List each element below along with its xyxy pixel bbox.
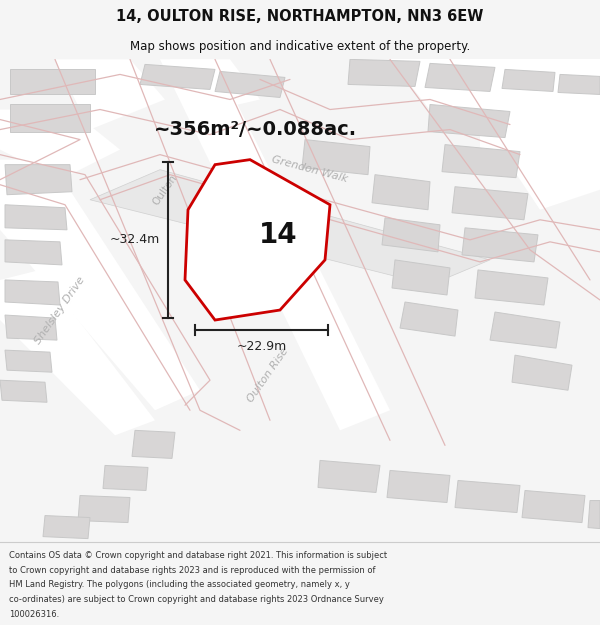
Polygon shape [462, 228, 538, 262]
Polygon shape [558, 74, 600, 94]
Polygon shape [588, 501, 600, 529]
Polygon shape [382, 217, 440, 252]
Polygon shape [160, 59, 390, 431]
Polygon shape [452, 187, 528, 220]
Text: Oulton Rise: Oulton Rise [245, 346, 290, 404]
Text: Oulton: Oulton [151, 173, 179, 207]
Polygon shape [0, 380, 47, 402]
Polygon shape [455, 481, 520, 512]
Polygon shape [55, 59, 165, 129]
Polygon shape [318, 461, 380, 492]
Text: Contains OS data © Crown copyright and database right 2021. This information is : Contains OS data © Crown copyright and d… [9, 551, 387, 560]
Polygon shape [10, 104, 90, 131]
Polygon shape [510, 59, 600, 99]
Polygon shape [302, 139, 370, 174]
Polygon shape [90, 169, 490, 285]
Polygon shape [428, 104, 510, 138]
Polygon shape [185, 159, 330, 320]
Polygon shape [5, 280, 60, 305]
Polygon shape [5, 205, 67, 230]
Text: ~22.9m: ~22.9m [236, 340, 287, 353]
Polygon shape [0, 109, 120, 180]
Polygon shape [440, 59, 600, 210]
Polygon shape [400, 302, 458, 336]
Text: 14: 14 [259, 221, 298, 249]
Polygon shape [5, 164, 72, 195]
Polygon shape [103, 466, 148, 491]
Polygon shape [215, 71, 285, 98]
Polygon shape [140, 64, 215, 89]
Polygon shape [490, 312, 560, 348]
Text: Shelsley Drive: Shelsley Drive [33, 274, 87, 346]
Polygon shape [78, 496, 130, 522]
Text: HM Land Registry. The polygons (including the associated geometry, namely x, y: HM Land Registry. The polygons (includin… [9, 580, 350, 589]
Text: Map shows position and indicative extent of the property.: Map shows position and indicative extent… [130, 40, 470, 52]
Polygon shape [5, 315, 57, 340]
Polygon shape [132, 431, 175, 458]
Polygon shape [0, 270, 155, 436]
Polygon shape [170, 59, 260, 114]
Polygon shape [0, 159, 200, 410]
Polygon shape [387, 471, 450, 502]
Polygon shape [390, 59, 600, 109]
Polygon shape [240, 187, 308, 255]
Polygon shape [502, 69, 555, 91]
Text: Grendon Walk: Grendon Walk [271, 155, 349, 184]
Text: to Crown copyright and database rights 2023 and is reproduced with the permissio: to Crown copyright and database rights 2… [9, 566, 376, 574]
Polygon shape [480, 59, 600, 149]
Polygon shape [392, 260, 450, 295]
Text: 14, OULTON RISE, NORTHAMPTON, NN3 6EW: 14, OULTON RISE, NORTHAMPTON, NN3 6EW [116, 9, 484, 24]
Polygon shape [425, 63, 495, 91]
Polygon shape [10, 69, 95, 94]
Text: 100026316.: 100026316. [9, 610, 59, 619]
Polygon shape [442, 144, 520, 177]
Polygon shape [348, 59, 420, 86]
Polygon shape [475, 270, 548, 305]
Polygon shape [512, 355, 572, 390]
Text: ~356m²/~0.088ac.: ~356m²/~0.088ac. [154, 120, 356, 139]
Text: ~32.4m: ~32.4m [110, 233, 160, 246]
Polygon shape [522, 491, 585, 522]
Text: co-ordinates) are subject to Crown copyright and database rights 2023 Ordnance S: co-ordinates) are subject to Crown copyr… [9, 595, 384, 604]
Polygon shape [372, 174, 430, 210]
Polygon shape [43, 516, 90, 539]
Polygon shape [5, 350, 52, 372]
Polygon shape [5, 240, 62, 265]
